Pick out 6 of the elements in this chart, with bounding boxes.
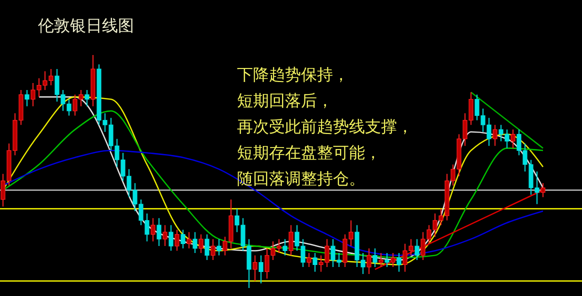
- annotation: 再次受此前趋势线支撑，: [237, 117, 413, 136]
- annotation: 短期回落后，: [237, 91, 333, 110]
- annotation: 下降趋势保持，: [237, 65, 349, 84]
- annotation: 随回落调整持仓。: [237, 169, 365, 188]
- chart-title: 伦敦银日线图: [38, 16, 134, 35]
- annotation: 短期存在盘整可能，: [237, 143, 381, 162]
